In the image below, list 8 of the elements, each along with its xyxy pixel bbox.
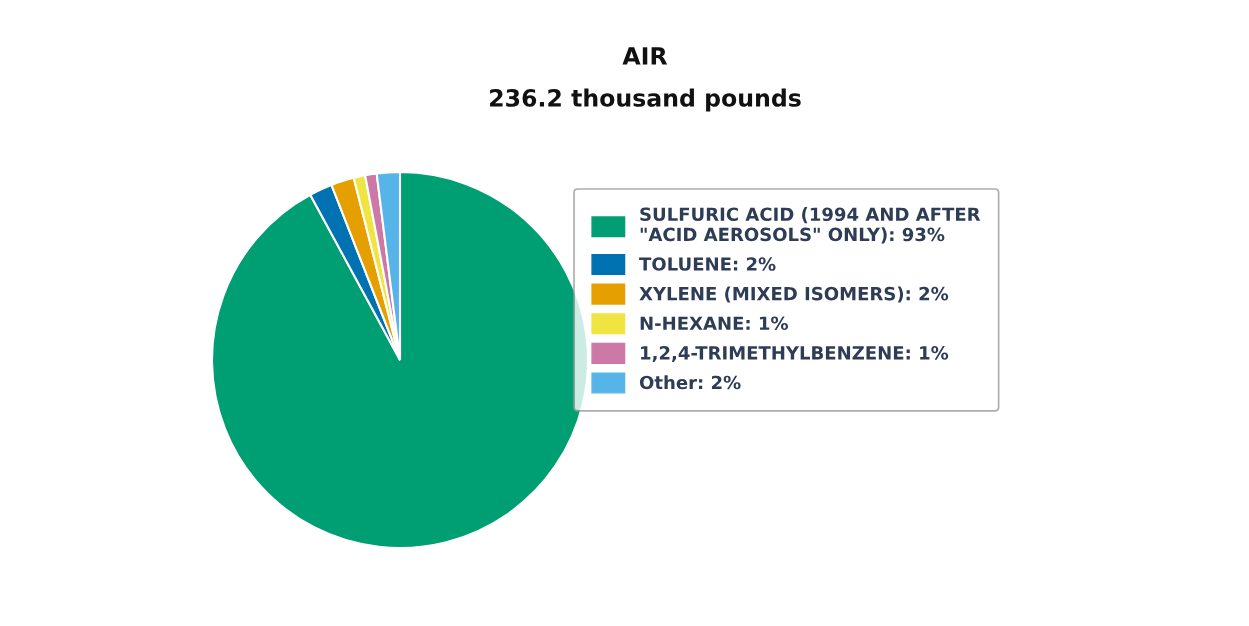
chart-title: AIR xyxy=(622,47,668,65)
legend-label: TOLUENE: 2% xyxy=(639,257,776,271)
chart-subtitle: 236.2 thousand pounds xyxy=(490,88,801,112)
legend-label: N-HEXANE: 1% xyxy=(640,316,788,331)
legend-label: 1,2,4-TRIMETHYLBENZENE: 1% xyxy=(641,346,949,362)
legend-label: XYLENE (MIXED ISOMERS): 2% xyxy=(639,286,949,303)
legend-label: Other: 2% xyxy=(639,375,741,390)
legend-label: SULFURIC ACID (1994 AND AFTER "ACID AEROSOLS" ONLY): 93% xyxy=(640,207,981,244)
